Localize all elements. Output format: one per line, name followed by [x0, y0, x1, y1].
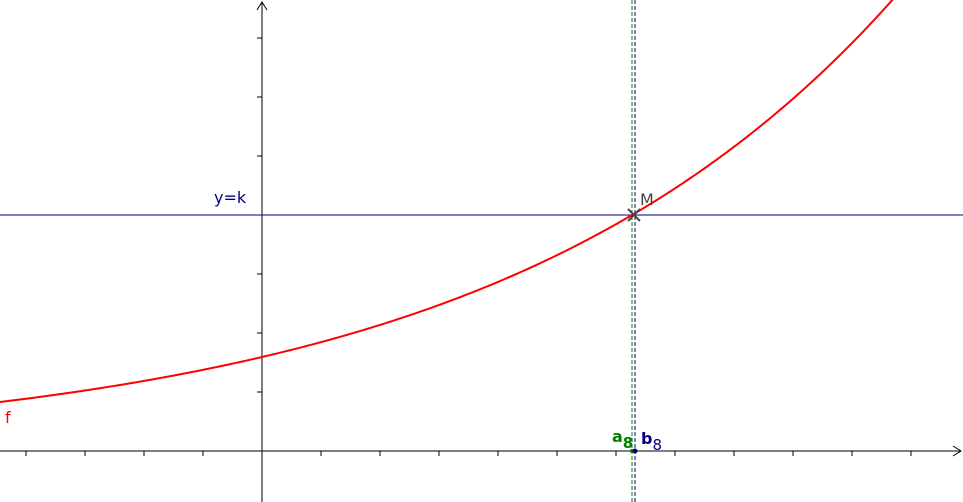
label-b8-index: 8 [652, 436, 662, 454]
x-axis [0, 445, 962, 457]
label-b8-name: b [641, 429, 652, 448]
point-b8[interactable] [632, 448, 638, 454]
point-m[interactable] [627, 208, 641, 222]
label-a8: a8 [612, 427, 633, 452]
y-axis [256, 1, 268, 502]
label-a8-index: 8 [623, 434, 633, 452]
label-b8: b8 [641, 429, 662, 454]
label-y-equals-k: y=k [214, 188, 247, 207]
label-a8-name: a [612, 427, 623, 446]
curve-f[interactable] [0, 0, 909, 404]
label-f: f [5, 408, 11, 427]
label-m: M [640, 190, 654, 209]
x-axis-ticks [25, 451, 912, 456]
